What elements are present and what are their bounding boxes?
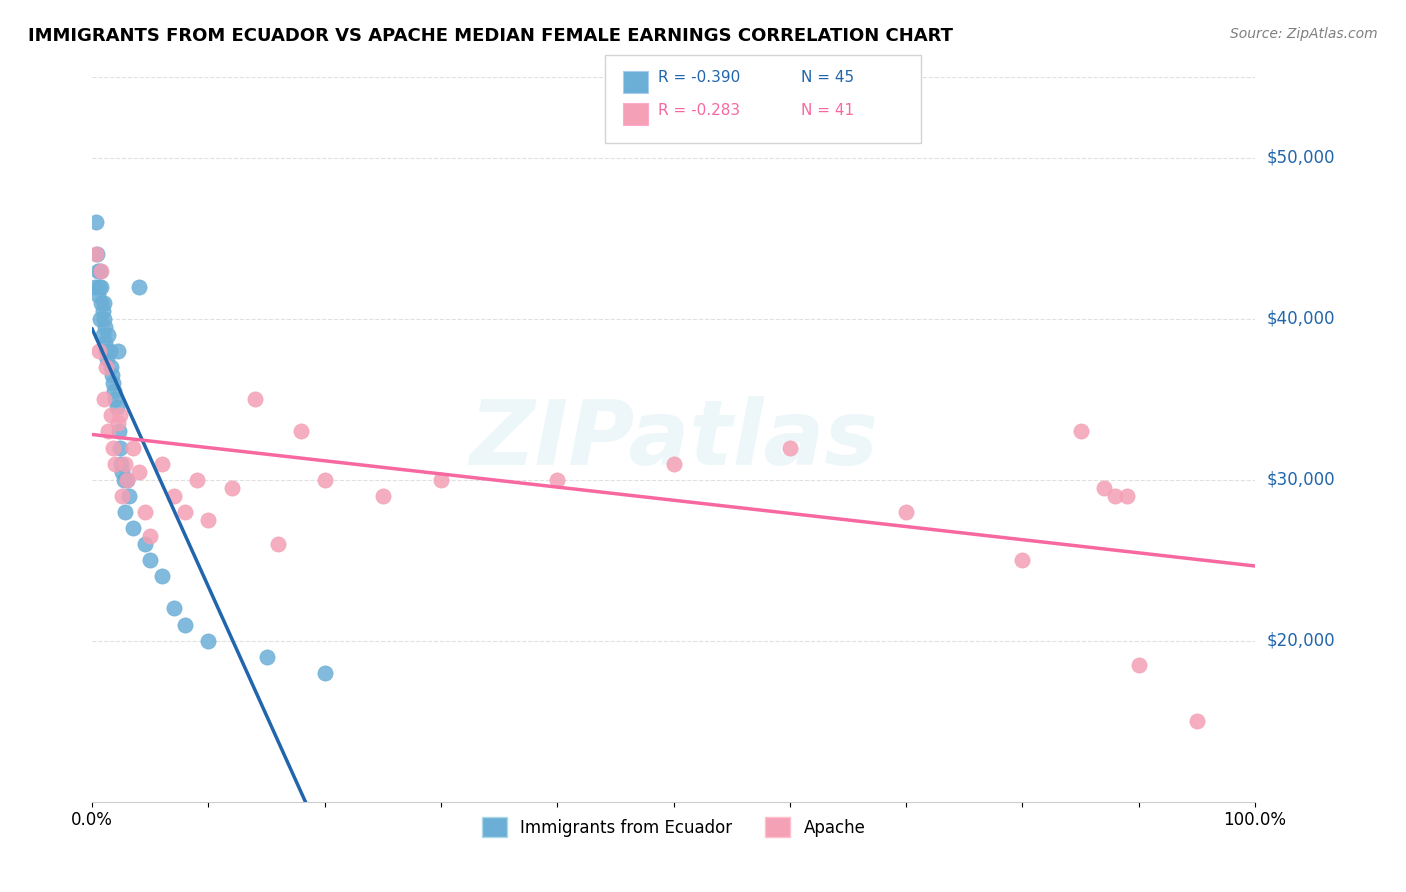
Text: N = 45: N = 45: [801, 70, 855, 86]
Point: [108, 409, 131, 423]
Text: R = -0.390: R = -0.390: [658, 70, 740, 86]
Point: [98, 343, 121, 358]
Point: [91, 327, 114, 342]
Text: $30,000: $30,000: [1267, 471, 1334, 489]
Point: [1116, 489, 1139, 503]
Point: [174, 617, 197, 632]
Point: [86, 247, 108, 261]
Point: [90, 279, 112, 293]
Text: Source: ZipAtlas.com: Source: ZipAtlas.com: [1230, 27, 1378, 41]
Point: [1011, 553, 1033, 567]
Point: [107, 343, 129, 358]
Point: [1070, 425, 1092, 439]
Point: [93, 311, 115, 326]
Point: [139, 529, 162, 543]
Point: [314, 473, 336, 487]
Point: [91, 303, 114, 318]
Point: [97, 425, 120, 439]
Text: $40,000: $40,000: [1267, 310, 1334, 328]
Text: ZIPatlas: ZIPatlas: [470, 395, 879, 483]
Text: $50,000: $50,000: [1267, 149, 1334, 167]
Point: [100, 360, 122, 375]
Point: [89, 263, 111, 277]
Point: [122, 521, 145, 535]
Point: [89, 279, 111, 293]
Point: [104, 392, 127, 407]
Point: [110, 457, 132, 471]
Point: [93, 295, 115, 310]
Point: [94, 360, 117, 375]
Point: [115, 473, 138, 487]
Point: [1128, 657, 1150, 672]
Point: [114, 505, 136, 519]
Point: [779, 441, 801, 455]
Point: [139, 553, 162, 567]
Point: [162, 601, 184, 615]
Point: [256, 649, 278, 664]
Point: [90, 263, 112, 277]
Point: [314, 665, 336, 680]
Point: [197, 513, 219, 527]
Point: [290, 425, 312, 439]
Point: [243, 392, 266, 407]
Point: [111, 489, 134, 503]
Point: [93, 392, 115, 407]
Point: [118, 489, 141, 503]
Point: [221, 481, 243, 495]
Point: [101, 376, 124, 391]
Point: [114, 457, 136, 471]
Point: [371, 489, 394, 503]
Point: [107, 417, 129, 431]
Point: [174, 505, 197, 519]
Point: [96, 352, 118, 367]
Point: [662, 457, 685, 471]
Point: [430, 473, 453, 487]
Point: [89, 311, 111, 326]
Point: [100, 409, 122, 423]
Point: [87, 287, 110, 301]
Point: [84, 215, 107, 229]
Point: [150, 569, 173, 583]
Point: [101, 441, 124, 455]
Text: IMMIGRANTS FROM ECUADOR VS APACHE MEDIAN FEMALE EARNINGS CORRELATION CHART: IMMIGRANTS FROM ECUADOR VS APACHE MEDIAN…: [28, 27, 953, 45]
Point: [108, 441, 131, 455]
Text: N = 41: N = 41: [801, 103, 855, 118]
Point: [128, 279, 150, 293]
Point: [546, 473, 568, 487]
Point: [1092, 481, 1115, 495]
Point: [150, 457, 173, 471]
Point: [89, 343, 111, 358]
Point: [105, 401, 128, 415]
Text: $20,000: $20,000: [1267, 632, 1334, 649]
Point: [1104, 489, 1126, 503]
Point: [134, 505, 156, 519]
Point: [896, 505, 918, 519]
Point: [267, 537, 290, 551]
Point: [97, 327, 120, 342]
Point: [186, 473, 208, 487]
Point: [111, 465, 134, 479]
Point: [87, 263, 110, 277]
Point: [84, 247, 107, 261]
Legend: Immigrants from Ecuador, Apache: Immigrants from Ecuador, Apache: [475, 810, 872, 844]
Point: [134, 537, 156, 551]
Text: R = -0.283: R = -0.283: [658, 103, 740, 118]
Point: [90, 295, 112, 310]
Point: [103, 384, 125, 399]
Point: [162, 489, 184, 503]
Point: [104, 457, 127, 471]
Point: [122, 441, 145, 455]
Point: [112, 473, 135, 487]
Point: [94, 319, 117, 334]
Point: [94, 343, 117, 358]
Point: [115, 473, 138, 487]
Point: [101, 368, 124, 383]
Point: [83, 279, 105, 293]
Point: [197, 633, 219, 648]
Point: [128, 465, 150, 479]
Point: [108, 425, 131, 439]
Point: [94, 335, 117, 350]
Point: [1185, 714, 1208, 728]
